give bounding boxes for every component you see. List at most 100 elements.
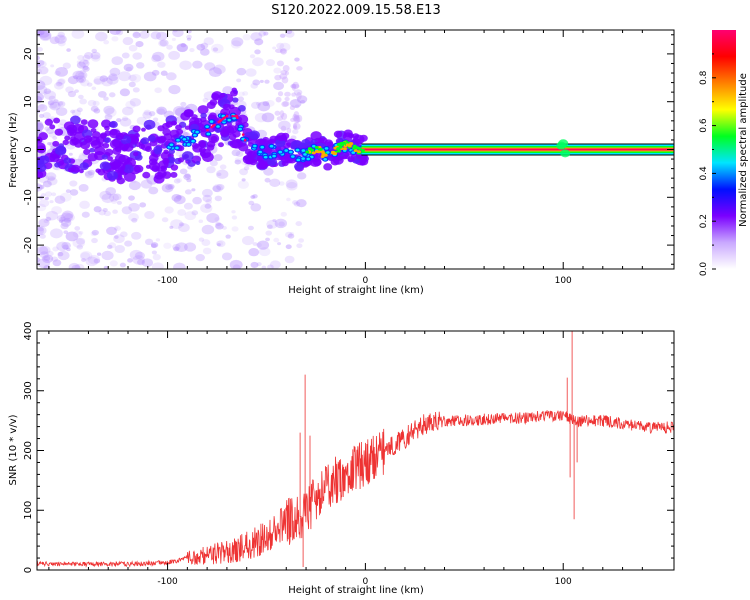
noise-blob	[216, 240, 226, 248]
noise-blob	[96, 252, 102, 256]
signal-blob	[140, 137, 150, 145]
noise-blob	[148, 186, 159, 195]
noise-blob	[37, 30, 45, 36]
noise-blob	[292, 125, 298, 130]
signal-core-bright	[238, 127, 242, 131]
noise-blob	[39, 30, 52, 41]
noise-blob	[280, 48, 288, 55]
noise-blob	[37, 258, 50, 269]
signal-blob	[143, 119, 156, 130]
colorbar-label: Normalized spectral amplitude	[738, 73, 749, 227]
noise-blob	[214, 217, 221, 222]
noise-blob	[191, 188, 196, 192]
signal-blob	[63, 157, 72, 164]
noise-blob	[232, 264, 241, 269]
noise-blob	[105, 187, 117, 196]
noise-blob	[143, 109, 152, 116]
noise-blob	[97, 90, 107, 98]
noise-blob	[266, 219, 278, 229]
noise-blob	[111, 56, 123, 66]
noise-blob	[152, 253, 161, 261]
signal-core-bright	[205, 125, 209, 128]
signal-core-bright	[305, 150, 310, 154]
noise-blob	[45, 210, 59, 221]
noise-blob	[69, 180, 78, 187]
noise-blob	[81, 258, 87, 262]
noise-blob	[71, 30, 85, 39]
signal-blob	[147, 135, 156, 142]
noise-blob	[273, 81, 285, 91]
noise-blob	[263, 167, 274, 176]
signal-blob	[237, 105, 246, 112]
signal-blob	[88, 136, 100, 146]
noise-blob	[119, 88, 130, 97]
noise-blob	[37, 104, 48, 112]
noise-blob	[121, 206, 133, 215]
noise-blob	[257, 240, 270, 250]
noise-blob	[198, 219, 204, 224]
noise-blob	[296, 199, 307, 208]
signal-blob	[104, 125, 110, 131]
noise-blob	[238, 91, 245, 97]
signal-blob	[219, 128, 230, 137]
noise-blob	[214, 195, 223, 202]
noise-blob	[62, 62, 71, 69]
noise-blob	[39, 233, 46, 239]
noise-blob	[179, 168, 188, 175]
noise-blob	[109, 30, 122, 35]
colorbar-tick-label: 0.2	[699, 214, 709, 228]
noise-blob	[292, 113, 298, 121]
noise-blob	[231, 226, 239, 232]
noise-blob	[93, 206, 102, 213]
signal-blob	[333, 130, 343, 138]
noise-blob	[229, 259, 243, 269]
signal-blob	[281, 160, 289, 167]
noise-blob	[43, 255, 51, 261]
noise-blob	[128, 195, 135, 201]
noise-blob	[195, 254, 205, 262]
noise-blob	[213, 154, 223, 162]
noise-blob	[262, 100, 270, 107]
noise-blob	[289, 231, 295, 236]
noise-blob	[68, 152, 73, 156]
signal-blob	[207, 140, 216, 148]
colorbar-tick-label: 0.4	[699, 166, 709, 181]
noise-blob	[114, 226, 119, 230]
noise-blob	[296, 66, 303, 71]
noise-blob	[236, 78, 242, 83]
noise-blob	[92, 100, 100, 107]
noise-blob	[172, 30, 178, 33]
signal-blob	[197, 105, 209, 115]
noise-blob	[48, 95, 56, 102]
noise-blob	[125, 100, 136, 109]
signal-blob	[170, 171, 178, 178]
noise-blob	[121, 116, 129, 122]
noise-blob	[144, 238, 154, 246]
colorbar-tick-label: 0.6	[699, 118, 709, 133]
noise-blob	[199, 48, 210, 56]
noise-blob	[132, 31, 141, 39]
signal-blob	[109, 139, 122, 149]
noise-blob	[173, 246, 180, 252]
noise-blob	[37, 257, 41, 263]
noise-blob	[183, 202, 193, 210]
noise-blob	[254, 49, 261, 55]
noise-blob	[275, 96, 282, 103]
noise-blob	[287, 233, 295, 239]
noise-blob	[292, 122, 297, 129]
signal-core-bright	[312, 144, 316, 148]
noise-blob	[43, 90, 57, 100]
signal-blob	[360, 154, 369, 163]
noise-blob	[57, 40, 66, 47]
noise-blob	[81, 211, 90, 218]
noise-blob	[79, 98, 87, 105]
noise-blob	[42, 180, 52, 188]
noise-blob	[50, 115, 55, 120]
noise-blob	[104, 113, 113, 120]
signal-blob	[220, 93, 226, 98]
noise-blob	[286, 197, 291, 202]
signal-core-bright	[296, 158, 301, 162]
signal-core-bright	[341, 141, 346, 145]
noise-blob	[122, 36, 134, 46]
signal-core-bright	[206, 132, 211, 136]
